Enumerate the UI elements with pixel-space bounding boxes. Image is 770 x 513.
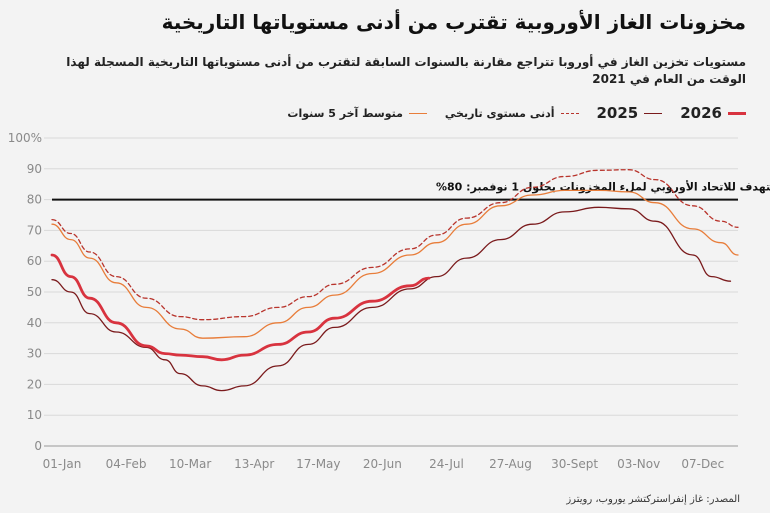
series-line-s5yr: [51, 189, 739, 339]
y-tick-label: 60: [27, 254, 42, 268]
series-line-s2025: [51, 206, 732, 392]
y-tick-label: 70: [27, 223, 42, 237]
y-tick-label: 30: [27, 347, 42, 361]
series-line-s2026: [50, 253, 431, 362]
legend-label: 2026: [680, 104, 722, 122]
legend-item-sLow: أدنى مستوى تاريخي: [445, 107, 579, 120]
legend-swatch: [728, 111, 746, 115]
chart-title: مخزونات الغاز الأوروبية تقترب من أدنى مس…: [161, 10, 746, 34]
series-line-sLow: [51, 169, 739, 321]
y-tick-label: 50: [27, 285, 42, 299]
legend: 2026 2025 أدنى مستوى تاريخي متوسط آخر 5 سنو…: [287, 104, 746, 122]
x-tick-label: 03-Nov: [617, 457, 660, 471]
y-tick-label: 10: [27, 408, 42, 422]
legend-swatch: [644, 112, 663, 114]
legend-swatch: [560, 112, 579, 114]
legend-item-s2025: 2025: [597, 104, 663, 122]
chart-subtitle: مستويات تخزين الغاز في أوروبا تتراجع مقا…: [66, 55, 746, 86]
legend-item-s2026: 2026: [680, 104, 746, 122]
x-tick-label: 01-Jan: [43, 457, 82, 471]
y-tick-label: 100%: [8, 131, 42, 145]
legend-label: 2025: [596, 104, 639, 122]
x-tick-label: 17-May: [296, 457, 340, 471]
y-tick-label: 20: [27, 377, 42, 391]
source-note: المصدر: غاز إنفراستركتشر يوروب، رويترز: [566, 494, 740, 505]
x-tick-label: 04-Feb: [106, 457, 147, 471]
target-label: المستوى المستهدف للاتحاد الأوروبي لملء ا…: [436, 180, 770, 194]
legend-label: متوسط آخر 5 سنوات: [287, 106, 403, 120]
x-tick-label: 10-Mar: [169, 457, 211, 471]
legend-label: أدنى مستوى تاريخي: [444, 106, 555, 120]
y-tick-label: 80: [27, 193, 42, 207]
legend-swatch: [408, 112, 427, 114]
x-tick-label: 07-Dec: [681, 457, 724, 471]
x-tick-label: 20-Jun: [363, 457, 402, 471]
x-tick-label: 13-Apr: [234, 457, 274, 471]
y-tick-label: 40: [27, 316, 42, 330]
x-tick-label: 24-Jul: [429, 457, 464, 471]
legend-item-s5yr: متوسط آخر 5 سنوات: [287, 107, 427, 120]
x-tick-label: 27-Aug: [489, 457, 532, 471]
y-tick-label: 90: [27, 162, 42, 176]
y-tick-label: 0: [34, 439, 42, 453]
x-tick-label: 30-Sept: [551, 457, 598, 471]
